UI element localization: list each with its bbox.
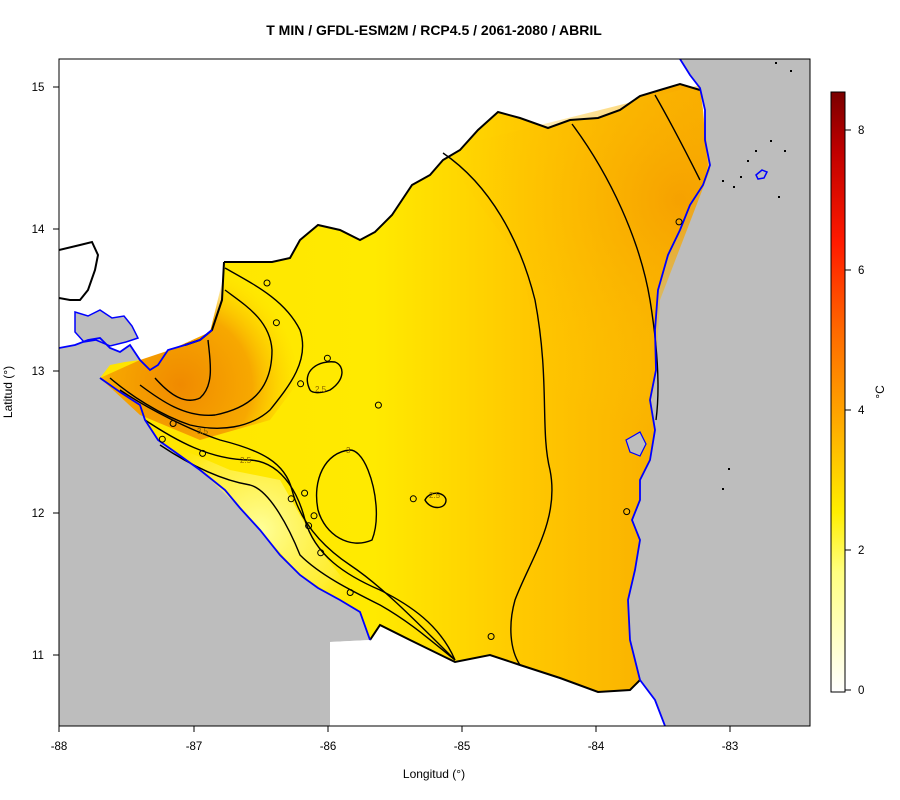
costa-rica-land <box>330 625 665 726</box>
plot-frame <box>58 58 811 727</box>
contour-label: 2.5 <box>315 385 327 394</box>
lagoon <box>625 431 647 457</box>
station-marker <box>317 549 325 557</box>
station-marker <box>301 489 309 497</box>
country-border <box>224 82 701 263</box>
station-marker <box>169 420 177 427</box>
y-tick-label: 14 <box>32 224 45 236</box>
x-tick-label: -83 <box>722 741 739 753</box>
contour-label: 3 <box>346 446 351 455</box>
cays <box>722 62 792 490</box>
station-marker <box>675 218 683 226</box>
station-marker <box>297 380 305 388</box>
x-axis: -88 -87 -86 -85 -84 -83 Longitud (°) <box>51 726 739 781</box>
map-title: T MIN / GFDL-ESM2M / RCP4.5 / 2061-2080 … <box>266 22 602 38</box>
x-tick-label: -86 <box>320 741 337 753</box>
colorbar-unit-label: °C <box>873 385 887 399</box>
station-marker <box>199 449 207 457</box>
station-marker <box>487 633 495 640</box>
colorbar-tick-label: 4 <box>858 405 865 417</box>
y-tick-label: 15 <box>32 82 45 94</box>
colorbar-tick-label: 6 <box>858 265 864 277</box>
station-marker <box>272 319 280 327</box>
caribbean-sea <box>628 59 810 726</box>
map-panel: 3.5 2.5 2.5 3 2.5 <box>59 59 810 726</box>
station-marker <box>263 279 271 287</box>
colorbar: 0 2 4 6 8 °C <box>830 91 887 697</box>
station-markers <box>158 218 683 640</box>
gulf-coastline <box>74 309 140 347</box>
station-marker <box>158 435 166 443</box>
x-tick-label: -84 <box>588 741 605 753</box>
station-marker <box>623 508 631 516</box>
y-axis: 11 12 13 14 15 Latitud (°) <box>1 82 59 662</box>
x-tick-label: -85 <box>454 741 471 753</box>
x-tick-label: -88 <box>51 741 68 753</box>
contour-label: 2.5 <box>240 456 252 465</box>
contour-label: 3.5 <box>197 427 209 436</box>
y-tick-label: 13 <box>32 366 45 378</box>
station-marker <box>374 401 382 409</box>
island <box>755 169 769 180</box>
gulf-of-fonseca <box>75 310 138 346</box>
contour-label: 2.5 <box>429 491 441 500</box>
station-marker <box>346 589 354 596</box>
caribbean-coastline <box>627 59 711 726</box>
station-marker <box>287 495 295 503</box>
y-tick-label: 11 <box>32 650 44 662</box>
x-tick-label: -87 <box>186 741 203 753</box>
pacific-ocean <box>59 338 372 726</box>
station-marker <box>305 522 313 530</box>
country-border <box>369 623 641 694</box>
station-marker <box>409 495 417 503</box>
station-marker <box>323 354 331 362</box>
pacific-coastline <box>59 329 371 641</box>
y-axis-label: Latitud (°) <box>1 366 15 418</box>
contour-lines <box>109 94 701 666</box>
colorbar-tick-label: 0 <box>858 685 864 697</box>
colorbar-tick-label: 8 <box>858 125 864 137</box>
x-axis-label: Longitud (°) <box>403 767 465 781</box>
honduras-land <box>59 59 680 348</box>
station-marker <box>310 512 318 520</box>
colorbar-gradient <box>830 91 846 693</box>
country-border <box>59 240 100 301</box>
colorbar-tick-label: 2 <box>858 545 864 557</box>
y-tick-label: 12 <box>32 508 45 520</box>
